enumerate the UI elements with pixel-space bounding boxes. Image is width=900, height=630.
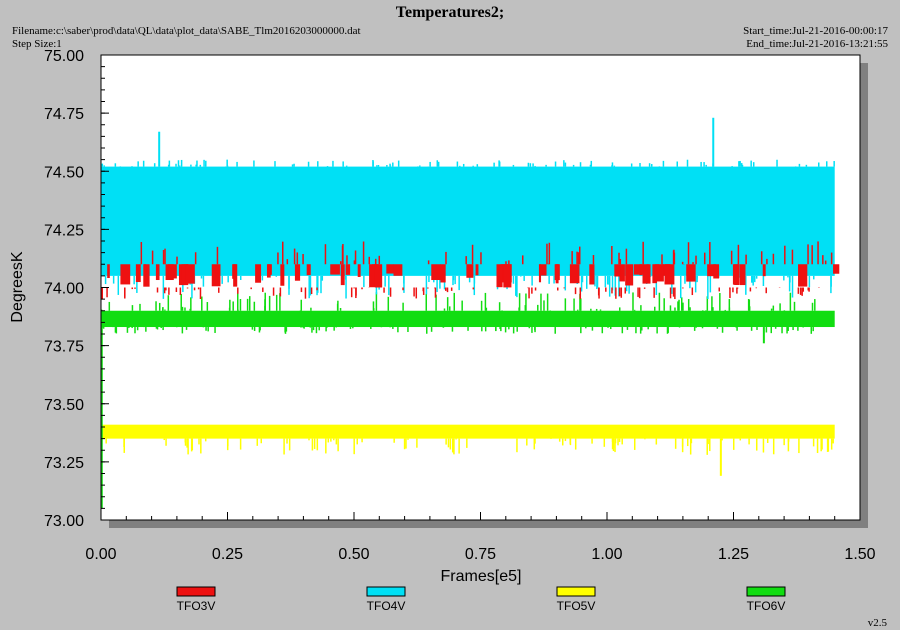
step-size-label: Step Size:1 xyxy=(12,38,62,50)
end-time-label: End_time:Jul-21-2016-13:21:55 xyxy=(746,38,888,50)
series-block xyxy=(664,264,675,285)
series-block xyxy=(707,264,717,277)
x-tick-label: 0.50 xyxy=(338,546,369,563)
axes-layer: 73.00 73.25 73.50 73.75 74.00 74.25 74.50 74.75… xyxy=(44,48,876,563)
series-block xyxy=(369,264,378,288)
series-block xyxy=(496,264,503,288)
legend-swatch-tfo4v xyxy=(366,586,406,597)
series-block xyxy=(440,264,446,283)
series-block xyxy=(135,264,141,283)
series-block xyxy=(619,264,625,282)
y-tick-label: 74.50 xyxy=(44,164,84,181)
series-block xyxy=(234,264,237,275)
series-block xyxy=(614,264,621,277)
series-block xyxy=(739,264,746,286)
series-block xyxy=(294,264,301,281)
y-tick-label: 74.75 xyxy=(44,106,84,123)
series-block xyxy=(386,264,394,274)
series-block xyxy=(144,264,147,277)
series-block xyxy=(255,264,262,283)
series-block xyxy=(306,264,311,276)
series-block xyxy=(503,264,512,288)
series-band xyxy=(101,166,835,276)
series-block xyxy=(633,264,644,275)
series-block xyxy=(431,264,441,281)
x-axis-title: Frames[e5] xyxy=(441,568,522,585)
series-block xyxy=(713,264,720,279)
x-tick-label: 1.25 xyxy=(718,546,749,563)
series-block xyxy=(330,264,340,275)
y-tick-label: 73.50 xyxy=(44,397,84,414)
series-block xyxy=(686,264,696,282)
series-block xyxy=(393,264,403,276)
y-tick-label: 73.75 xyxy=(44,339,84,356)
series-block xyxy=(143,264,150,287)
series-block xyxy=(466,264,474,278)
series-block xyxy=(589,264,595,285)
legend-label-tfo5v: TFO5V xyxy=(557,599,596,613)
series-block xyxy=(475,264,479,276)
y-tick-label: 75.00 xyxy=(44,48,84,65)
series-block xyxy=(569,264,580,284)
series-block xyxy=(762,264,766,277)
series-block xyxy=(555,264,559,284)
series-tfo3v xyxy=(101,241,840,300)
series-tfo6v xyxy=(100,292,835,344)
series-block xyxy=(374,264,383,288)
x-tick-label: 0.75 xyxy=(465,546,496,563)
series-block xyxy=(642,264,651,284)
series-block xyxy=(168,264,177,279)
series-block xyxy=(120,264,131,285)
series-band xyxy=(101,424,835,439)
start-time-label: Start_time:Jul-21-2016-00:00:17 xyxy=(743,25,888,37)
series-block xyxy=(211,264,221,287)
series-block xyxy=(155,264,160,281)
legend-label-tfo3v: TFO3V xyxy=(177,599,216,613)
chart-title: Temperatures2; xyxy=(396,4,504,21)
series-block xyxy=(280,264,285,286)
y-tick-label: 74.25 xyxy=(44,222,84,239)
x-tick-label: 1.50 xyxy=(844,546,875,563)
legend-swatch-tfo3v xyxy=(176,586,216,597)
series-block xyxy=(340,264,345,286)
filename-label: Filename:c:\saber\prod\data\QL\data\plot… xyxy=(12,25,361,37)
legend-label-tfo4v: TFO4V xyxy=(367,599,406,613)
series-block xyxy=(654,264,664,282)
series-block xyxy=(181,264,189,286)
series-tfo4v xyxy=(101,117,835,300)
legend-swatch-tfo5v xyxy=(556,586,596,597)
x-tick-label: 0.25 xyxy=(212,546,243,563)
y-tick-label: 73.25 xyxy=(44,455,84,472)
y-tick-label: 73.00 xyxy=(44,513,84,530)
y-tick-label: 74.00 xyxy=(44,281,84,298)
x-tick-label: 1.00 xyxy=(591,546,622,563)
legend: TFO3V TFO4V TFO5V TFO6V xyxy=(176,586,786,613)
series-block xyxy=(798,264,808,287)
legend-swatch-tfo6v xyxy=(746,586,786,597)
series-block xyxy=(734,264,740,285)
series-layer xyxy=(100,117,840,509)
x-tick-label: 0.00 xyxy=(85,546,116,563)
series-band xyxy=(101,310,835,328)
series-block xyxy=(266,264,271,278)
series-block xyxy=(107,264,110,279)
series-block xyxy=(539,264,547,276)
y-axis-title: DegreesK xyxy=(9,251,26,322)
series-block xyxy=(357,264,361,277)
version-label: v2.5 xyxy=(868,617,888,629)
series-block xyxy=(833,264,840,274)
series-block xyxy=(625,264,634,286)
series-block xyxy=(185,264,195,284)
series-block xyxy=(345,264,351,275)
legend-label-tfo6v: TFO6V xyxy=(747,599,786,613)
series-tfo5v xyxy=(101,424,835,476)
series-block xyxy=(233,264,238,287)
